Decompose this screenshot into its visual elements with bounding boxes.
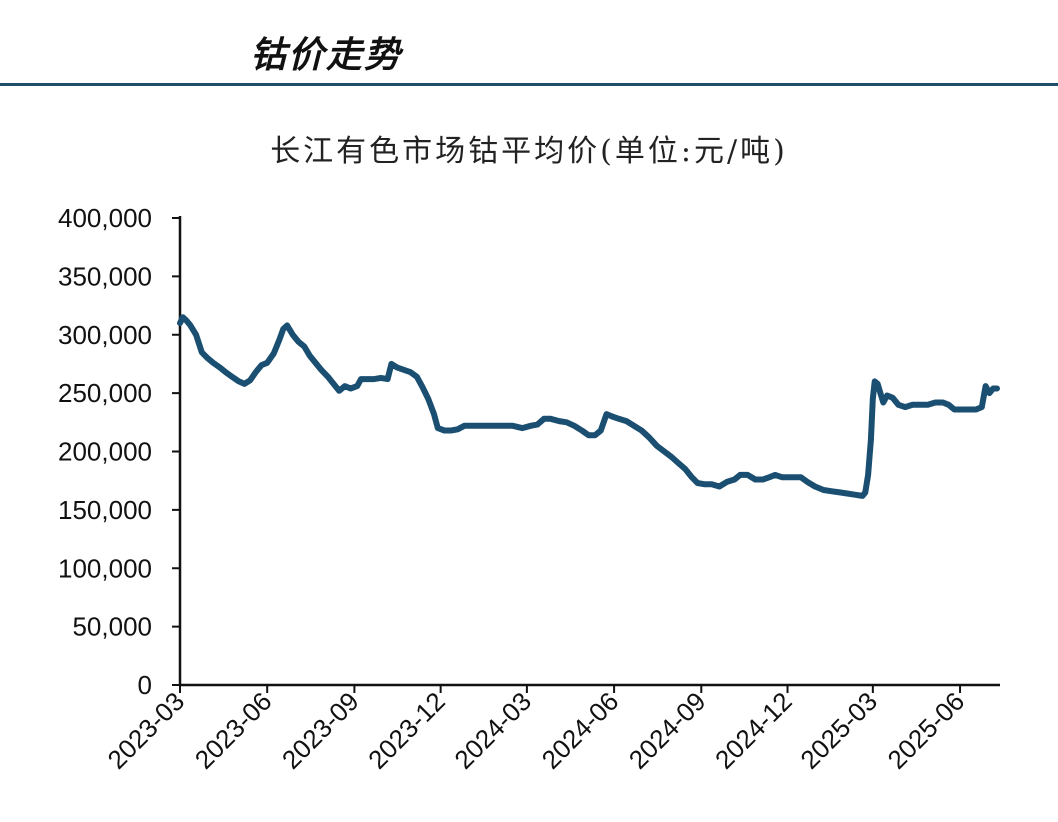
series-line <box>177 314 1000 499</box>
y-tick-label: 0 <box>138 670 152 700</box>
series-layer <box>177 314 1000 499</box>
x-tick-label: 2024-06 <box>536 686 625 775</box>
y-tick-label: 100,000 <box>58 553 152 583</box>
x-tick-label: 2024-12 <box>709 686 798 775</box>
x-tick-label: 2025-03 <box>794 686 883 775</box>
chart-title: 长江有色市场钴平均价(单位:元/吨) <box>270 134 788 169</box>
x-axis-ticks: 2023-032023-062023-092023-122024-032024-… <box>102 685 971 775</box>
x-tick-label: 2023-09 <box>276 686 365 775</box>
y-tick-label: 200,000 <box>58 437 152 467</box>
y-axis-ticks: 0 50,000 100,000 150,000 200,000 250,000 300,0… <box>58 203 180 700</box>
x-tick-label: 2023-06 <box>189 686 278 775</box>
y-tick-label: 150,000 <box>58 495 152 525</box>
y-tick-label: 400,000 <box>58 203 152 233</box>
x-tick-label: 2024-09 <box>623 686 712 775</box>
page-header: 钴价走势 <box>0 0 1058 86</box>
y-tick-label: 350,000 <box>58 261 152 291</box>
x-tick-label: 2024-03 <box>448 686 537 775</box>
x-tick-label: 2023-12 <box>362 686 451 775</box>
x-tick-label: 2025-06 <box>882 686 971 775</box>
section-title: 钴价走势 <box>250 35 403 76</box>
y-tick-label: 300,000 <box>58 320 152 350</box>
chart-axes <box>178 216 1000 687</box>
y-tick-label: 50,000 <box>72 612 152 642</box>
y-tick-label: 250,000 <box>58 378 152 408</box>
